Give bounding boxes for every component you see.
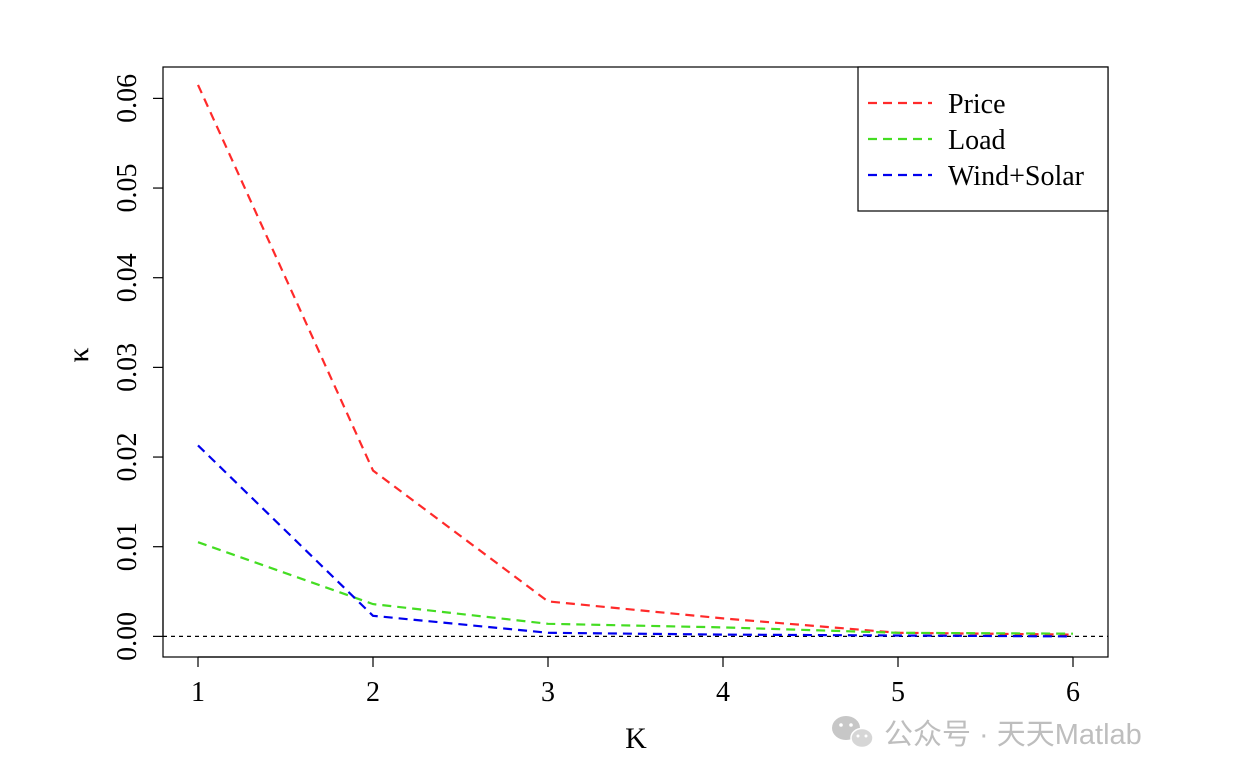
legend-label: Wind+Solar (948, 161, 1085, 192)
series-line-wind-solar (197, 444, 1074, 638)
x-tick-label: 6 (1066, 677, 1080, 708)
x-tick-label: 3 (541, 677, 555, 708)
wechat-icon (832, 716, 874, 749)
y-tick-label: 0.04 (112, 253, 143, 302)
x-axis-label: K (625, 722, 647, 755)
y-tick-label: 0.01 (112, 522, 143, 571)
series-line-load (197, 541, 1074, 635)
y-tick-label: 0.05 (112, 164, 143, 213)
x-tick-label: 1 (191, 677, 205, 708)
x-tick-label: 4 (716, 677, 730, 708)
y-axis-label: κ (62, 347, 95, 362)
watermark-text: 公众号 · 天天Matlab (884, 719, 1142, 751)
x-tick-label: 5 (891, 677, 905, 708)
y-tick-label: 0.02 (112, 433, 143, 482)
legend-label: Load (948, 125, 1006, 156)
y-tick-label: 0.06 (112, 74, 143, 123)
y-tick-label: 0.03 (112, 343, 143, 392)
watermark: 公众号 · 天天Matlab (832, 716, 1142, 751)
legend-label: Price (948, 89, 1006, 120)
y-tick-label: 0.00 (112, 612, 143, 661)
x-tick-label: 2 (366, 677, 380, 708)
